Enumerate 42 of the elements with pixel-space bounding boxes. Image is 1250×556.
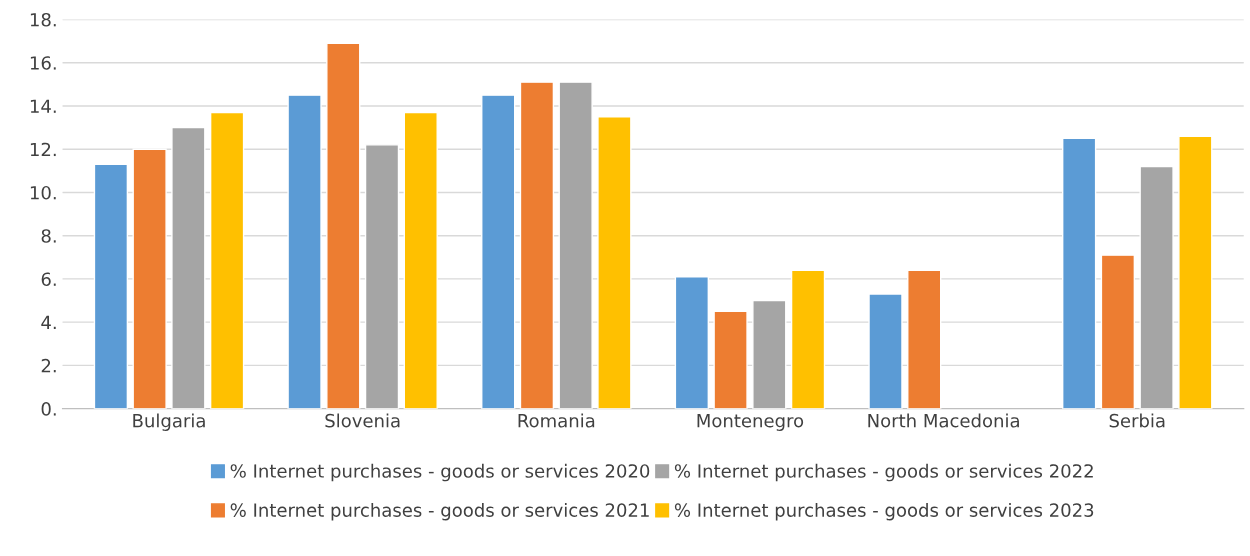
bar xyxy=(93,163,129,409)
bar xyxy=(481,94,516,409)
bar xyxy=(868,293,903,409)
bar xyxy=(752,299,787,409)
y-tick-label: 16. xyxy=(30,56,56,70)
bar xyxy=(403,111,438,409)
x-tick-label: Slovenia xyxy=(325,413,400,428)
y-tick-label: 2. xyxy=(41,358,56,373)
bar xyxy=(907,269,942,409)
y-tick-label: 14. xyxy=(30,99,56,113)
x-tick-label: Serbia xyxy=(1109,413,1165,428)
x-tick-label: Montenegro xyxy=(697,414,804,431)
legend-label: % Internet purchases - goods or services 2021 xyxy=(230,502,649,521)
bar xyxy=(171,126,206,409)
bar xyxy=(558,81,593,409)
legend-label: % Internet purchases - goods or services 2020 xyxy=(230,463,650,482)
y-tick-label: 12. xyxy=(30,142,56,157)
y-tick-label: 4. xyxy=(41,315,56,330)
legend-label: % Internet purchases - goods or services 2022 xyxy=(674,463,1093,482)
bar xyxy=(1178,135,1213,409)
bar xyxy=(209,111,245,409)
x-tick-label: Bulgaria xyxy=(133,413,205,431)
bar xyxy=(132,148,167,409)
bar xyxy=(1139,165,1174,409)
x-tick-label: North Macedonia xyxy=(868,413,1019,428)
bar xyxy=(519,81,555,409)
x-tick-label: Romania xyxy=(518,413,595,428)
bar xyxy=(1061,137,1097,409)
bar xyxy=(713,310,748,409)
bar xyxy=(326,42,361,409)
bar xyxy=(597,116,632,409)
bar xyxy=(287,94,322,409)
bar xyxy=(1100,254,1136,409)
y-tick-label: 6. xyxy=(41,272,56,287)
y-tick-label: 18. xyxy=(30,12,56,27)
bar xyxy=(674,276,710,409)
y-tick-label: 0. xyxy=(41,402,56,416)
bar xyxy=(790,269,826,409)
legend-label: % Internet purchases - goods or services 2023 xyxy=(674,502,1094,521)
y-tick-label: 8. xyxy=(41,229,56,243)
y-tick-label: 10. xyxy=(30,185,56,200)
bar xyxy=(364,144,400,409)
